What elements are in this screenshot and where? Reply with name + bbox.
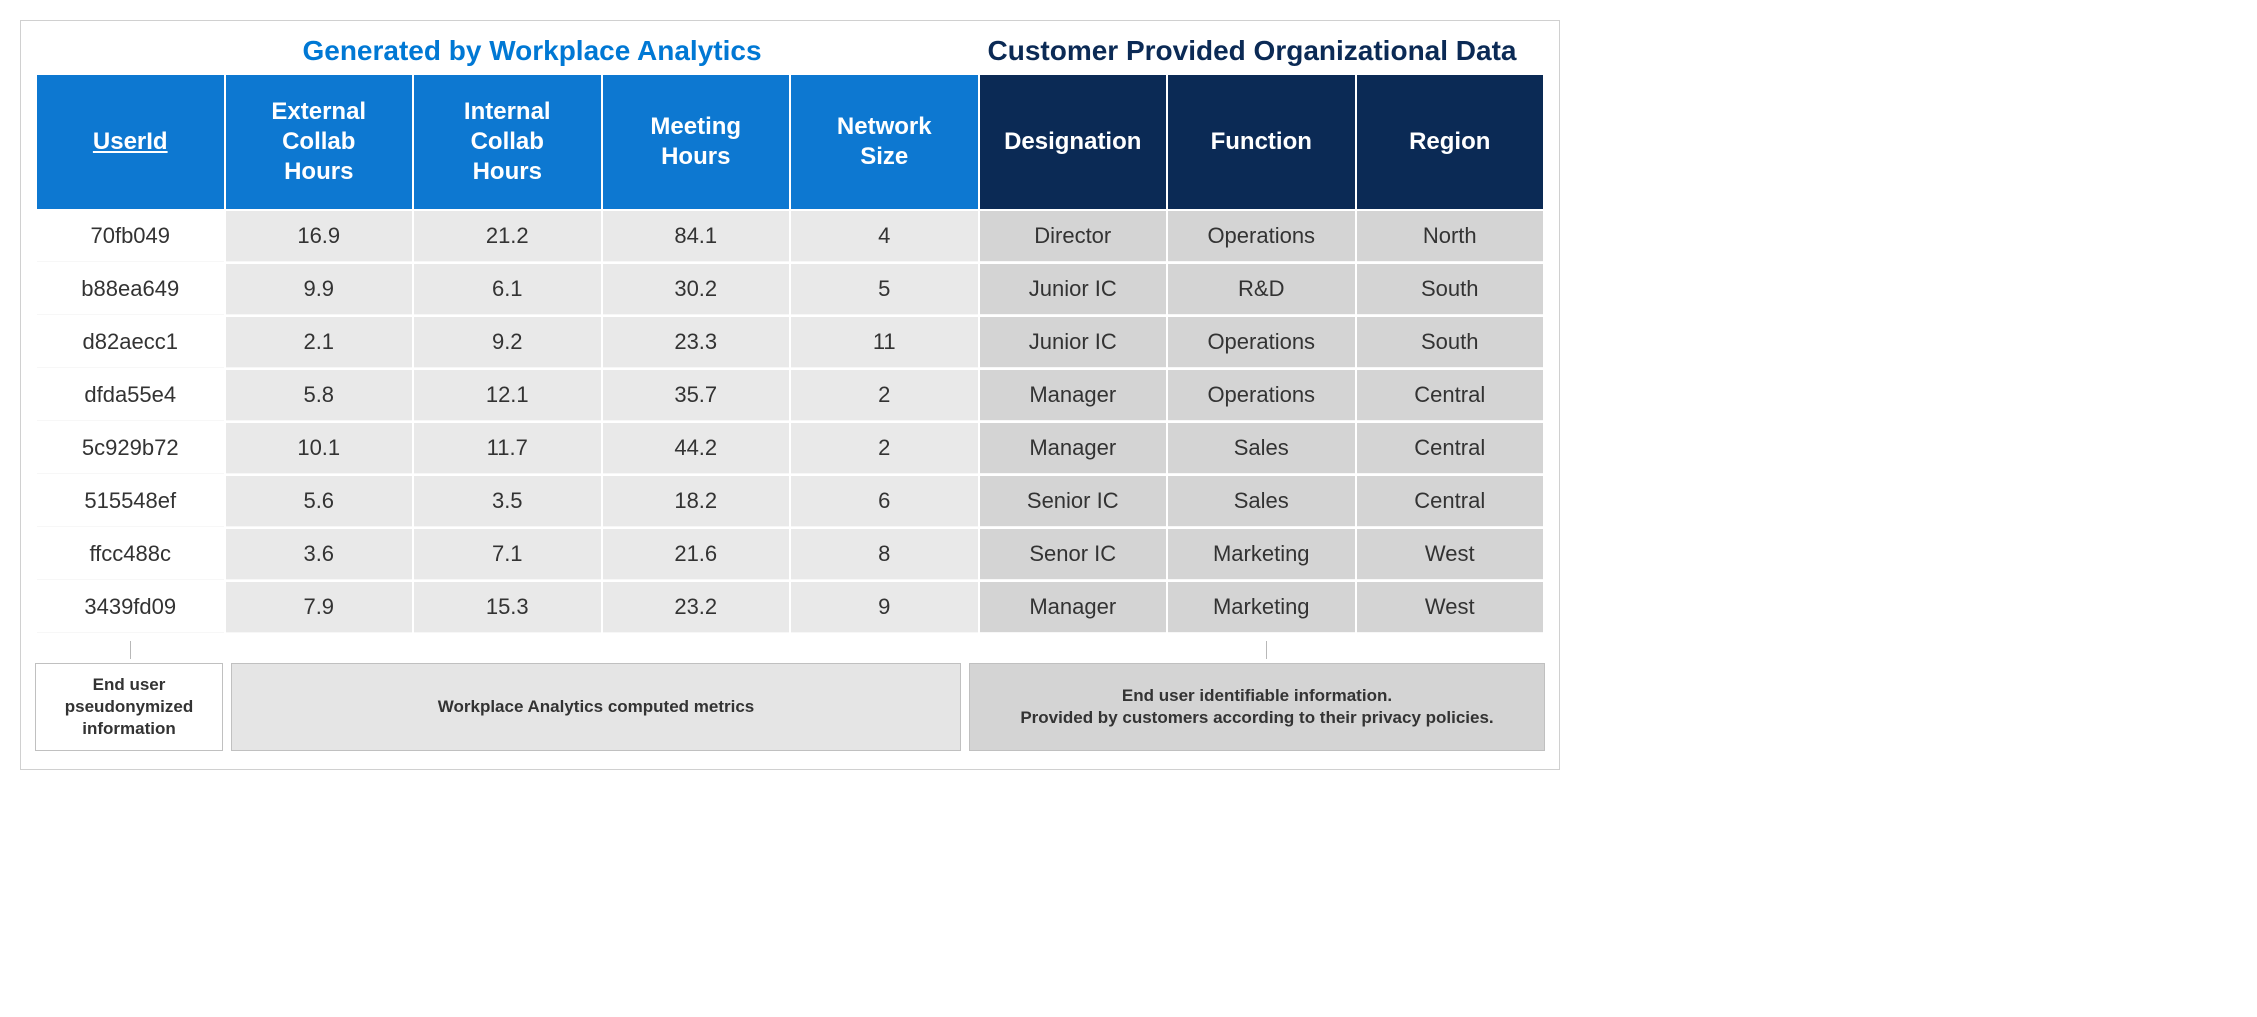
table-cell: Operations xyxy=(1168,317,1355,368)
title-workplace-analytics: Generated by Workplace Analytics xyxy=(35,35,969,67)
table-cell: 3.6 xyxy=(226,529,413,580)
table-cell: d82aecc1 xyxy=(37,317,224,368)
table-row: 70fb04916.921.284.14DirectorOperationsNo… xyxy=(37,211,1543,262)
table-cell: Manager xyxy=(980,423,1167,474)
table-cell: 6.1 xyxy=(414,264,601,315)
table-cell: Junior IC xyxy=(980,317,1167,368)
table-cell: Director xyxy=(980,211,1167,262)
col-header-3: MeetingHours xyxy=(603,75,790,209)
table-cell: ffcc488c xyxy=(37,529,224,580)
table-cell: West xyxy=(1357,529,1544,580)
legend-pseudonymized: End user pseudonymized information xyxy=(35,663,223,751)
legend-row: End user pseudonymized information Workp… xyxy=(35,663,1545,751)
table-cell: 21.2 xyxy=(414,211,601,262)
table-cell: 21.6 xyxy=(603,529,790,580)
table-cell: 8 xyxy=(791,529,978,580)
table-cell: Junior IC xyxy=(980,264,1167,315)
table-cell: 515548ef xyxy=(37,476,224,527)
table-cell: 70fb049 xyxy=(37,211,224,262)
table-cell: 2 xyxy=(791,423,978,474)
table-cell: West xyxy=(1357,582,1544,633)
table-cell: Sales xyxy=(1168,476,1355,527)
table-cell: 2.1 xyxy=(226,317,413,368)
table-cell: Senor IC xyxy=(980,529,1167,580)
table-cell: 35.7 xyxy=(603,370,790,421)
table-cell: Central xyxy=(1357,423,1544,474)
table-cell: 2 xyxy=(791,370,978,421)
table-cell: 23.2 xyxy=(603,582,790,633)
table-cell: Marketing xyxy=(1168,582,1355,633)
table-cell: Marketing xyxy=(1168,529,1355,580)
legend-region: End user pseudonymized information Workp… xyxy=(35,641,1545,751)
table-cell: b88ea649 xyxy=(37,264,224,315)
col-header-7: Region xyxy=(1357,75,1544,209)
table-row: b88ea6499.96.130.25Junior ICR&DSouth xyxy=(37,264,1543,315)
table-cell: 4 xyxy=(791,211,978,262)
table-cell: Sales xyxy=(1168,423,1355,474)
legend-identifiable-line2: Provided by customers according to their… xyxy=(982,707,1532,729)
table-row: d82aecc12.19.223.311Junior ICOperationsS… xyxy=(37,317,1543,368)
table-cell: Manager xyxy=(980,370,1167,421)
table-cell: 84.1 xyxy=(603,211,790,262)
legend-identifiable-line1: End user identifiable information. xyxy=(982,685,1532,707)
table-cell: 44.2 xyxy=(603,423,790,474)
table-cell: Senior IC xyxy=(980,476,1167,527)
table-cell: Operations xyxy=(1168,370,1355,421)
analytics-data-frame: Generated by Workplace Analytics Custome… xyxy=(20,20,1560,770)
table-cell: 3439fd09 xyxy=(37,582,224,633)
table-cell: 18.2 xyxy=(603,476,790,527)
table-cell: 9.2 xyxy=(414,317,601,368)
table-body: 70fb04916.921.284.14DirectorOperationsNo… xyxy=(37,211,1543,633)
legend-tick-right xyxy=(1266,641,1267,659)
table-row: 5c929b7210.111.744.22ManagerSalesCentral xyxy=(37,423,1543,474)
legend-ticks xyxy=(35,641,1545,663)
table-header: UserIdExternalCollabHoursInternalCollabH… xyxy=(37,75,1543,209)
table-row: 515548ef5.63.518.26Senior ICSalesCentral xyxy=(37,476,1543,527)
table-cell: 23.3 xyxy=(603,317,790,368)
table-row: ffcc488c3.67.121.68Senor ICMarketingWest xyxy=(37,529,1543,580)
table-cell: 30.2 xyxy=(603,264,790,315)
col-header-6: Function xyxy=(1168,75,1355,209)
table-cell: 3.5 xyxy=(414,476,601,527)
table-cell: 5.6 xyxy=(226,476,413,527)
table-cell: Central xyxy=(1357,476,1544,527)
table-cell: 11.7 xyxy=(414,423,601,474)
analytics-table: UserIdExternalCollabHoursInternalCollabH… xyxy=(35,73,1545,635)
legend-identifiable: End user identifiable information. Provi… xyxy=(969,663,1545,751)
table-cell: 12.1 xyxy=(414,370,601,421)
table-cell: 7.1 xyxy=(414,529,601,580)
table-cell: 7.9 xyxy=(226,582,413,633)
table-cell: North xyxy=(1357,211,1544,262)
col-header-5: Designation xyxy=(980,75,1167,209)
table-row: dfda55e45.812.135.72ManagerOperationsCen… xyxy=(37,370,1543,421)
col-header-4: NetworkSize xyxy=(791,75,978,209)
table-cell: 5.8 xyxy=(226,370,413,421)
col-header-2: InternalCollabHours xyxy=(414,75,601,209)
table-cell: Operations xyxy=(1168,211,1355,262)
legend-computed-metrics: Workplace Analytics computed metrics xyxy=(231,663,961,751)
table-cell: dfda55e4 xyxy=(37,370,224,421)
table-cell: 10.1 xyxy=(226,423,413,474)
table-cell: South xyxy=(1357,317,1544,368)
col-header-0: UserId xyxy=(37,75,224,209)
table-title-row: Generated by Workplace Analytics Custome… xyxy=(35,35,1545,67)
legend-tick-left xyxy=(130,641,131,659)
title-customer-data: Customer Provided Organizational Data xyxy=(969,35,1545,67)
table-cell: 9.9 xyxy=(226,264,413,315)
table-cell: 16.9 xyxy=(226,211,413,262)
table-cell: 15.3 xyxy=(414,582,601,633)
table-cell: 6 xyxy=(791,476,978,527)
table-cell: Central xyxy=(1357,370,1544,421)
table-cell: R&D xyxy=(1168,264,1355,315)
table-cell: 5 xyxy=(791,264,978,315)
table-row: 3439fd097.915.323.29ManagerMarketingWest xyxy=(37,582,1543,633)
table-cell: Manager xyxy=(980,582,1167,633)
col-header-1: ExternalCollabHours xyxy=(226,75,413,209)
table-cell: South xyxy=(1357,264,1544,315)
table-cell: 9 xyxy=(791,582,978,633)
table-cell: 5c929b72 xyxy=(37,423,224,474)
table-cell: 11 xyxy=(791,317,978,368)
